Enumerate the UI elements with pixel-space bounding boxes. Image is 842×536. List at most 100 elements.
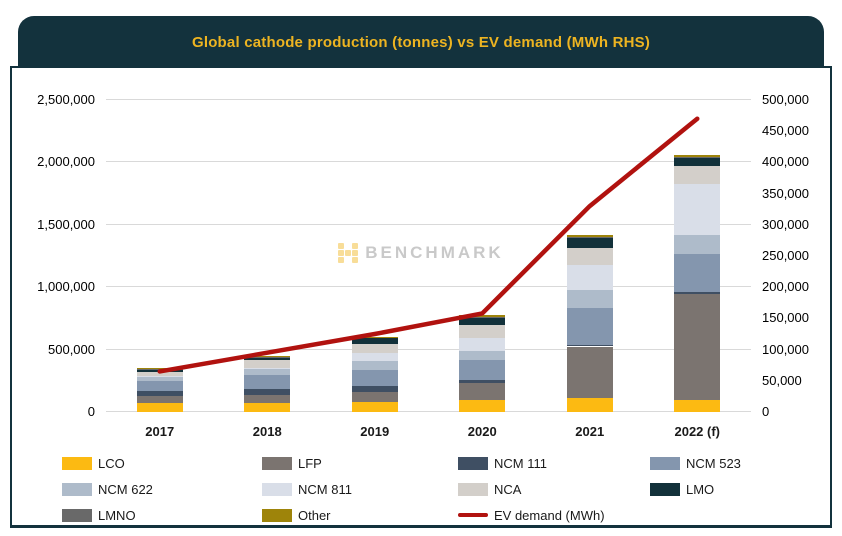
bar-segment-ncm-811: [674, 183, 721, 236]
bar-segment-ncm-523: [351, 369, 398, 386]
right-axis-tick-label: 0: [762, 404, 770, 419]
left-axis-tick-label: 500,000: [48, 341, 95, 357]
bar-segment-ncm-523: [566, 308, 613, 345]
bar-segment-lfp: [674, 294, 721, 401]
chart-title: Global cathode production (tonnes) vs EV…: [191, 33, 651, 51]
bar-segment-lmno: [459, 316, 506, 318]
bar-segment-ncm-111: [244, 388, 291, 395]
bar-segment-lfp: [244, 394, 291, 403]
right-axis-tick-label: 400,000: [762, 154, 809, 170]
gridline: [106, 223, 751, 225]
right-axis-tick-label: 250,000: [762, 248, 809, 263]
legend-line-swatch-icon: [458, 513, 488, 517]
x-axis-label: 2020: [467, 424, 497, 439]
bar-segment-ncm-622: [566, 290, 613, 309]
bar-segment-lmno: [674, 156, 721, 158]
left-axis-tick-label: 2,500,000: [37, 92, 95, 107]
legend-item-ncm-811: NCM 811: [262, 481, 352, 497]
gridline: [106, 161, 751, 163]
bar-segment-ncm-111: [351, 385, 398, 393]
x-axis-label: 2017: [145, 424, 175, 439]
left-axis-tick-label: 0: [87, 404, 95, 419]
legend-color-swatch-icon: [650, 482, 680, 496]
right-axis-tick-label: 350,000: [762, 185, 809, 201]
right-axis-tick-label: 450,000: [762, 123, 809, 139]
bar-segment-ncm-523: [244, 375, 291, 389]
bar-segment-nca: [244, 360, 291, 368]
bar-segment-ncm-811: [566, 265, 613, 291]
bar-segment-ncm-811: [244, 367, 291, 369]
bar-segment-ncm-523: [674, 253, 721, 292]
right-axis-tick-label: 300,000: [762, 216, 809, 232]
legend-item-lfp: LFP: [262, 455, 322, 471]
bar-segment-ncm-622: [674, 235, 721, 254]
bar-segment-ncm-523: [459, 359, 506, 380]
bar-segment-lfp: [566, 346, 613, 399]
right-axis-tick-label: 500,000: [762, 92, 809, 107]
legend-color-swatch-icon: [62, 456, 92, 470]
legend: LCO LFP NCM 111 NCM 523 NCM 622 NCM 811 NCA LMO…: [30, 448, 820, 528]
legend-label: Other: [298, 507, 331, 523]
bar-segment-ncm-811: [459, 338, 506, 351]
bar-segment-nca: [566, 247, 613, 266]
legend-color-swatch-icon: [458, 456, 488, 470]
bar-segment-lmno: [566, 236, 613, 238]
bar-segment-nca: [459, 325, 506, 339]
bar-segment-ncm-622: [136, 376, 183, 382]
bar-segment-other: [566, 235, 613, 237]
bar-segment-ncm-811: [351, 353, 398, 361]
legend-color-swatch-icon: [458, 482, 488, 496]
legend-label: NCA: [494, 481, 522, 497]
bar-segment-lco: [351, 402, 398, 412]
bar-segment-nca: [351, 344, 398, 354]
legend-item-ncm-523: NCM 523: [650, 455, 741, 471]
legend-label: LCO: [98, 455, 125, 471]
bar-segment-ncm-111: [566, 344, 613, 347]
legend-label: LMNO: [98, 507, 136, 523]
plot-area: 2017 2018 2019 2020 2021 2022 (f): [106, 99, 751, 439]
bar-segment-lco: [459, 399, 506, 412]
legend-label: NCM 622: [98, 481, 153, 497]
left-axis-tick-label: 1,000,000: [37, 279, 95, 295]
bar-segment-other: [459, 315, 506, 317]
chart-title-bar: Global cathode production (tonnes) vs EV…: [18, 16, 824, 68]
left-axis: 0 500,000 1,000,000 1,500,000 2,000,000 2,500…: [14, 92, 95, 419]
right-axis-tick-label: 50,000: [762, 372, 802, 388]
bar-segment-ncm-622: [244, 368, 291, 376]
legend-label: NCM 811: [298, 481, 352, 497]
legend-color-swatch-icon: [650, 456, 680, 470]
legend-label: NCM 523: [686, 455, 741, 471]
bar-segment-ncm-111: [136, 390, 183, 396]
bar-segment-lmo: [459, 317, 506, 326]
legend-color-swatch-icon: [62, 508, 92, 522]
gridline: [106, 348, 751, 350]
bar-segment-lfp: [459, 383, 506, 400]
right-axis-tick-label: 200,000: [762, 279, 809, 295]
legend-label: LMO: [686, 481, 715, 497]
bar-segment-ncm-811: [136, 375, 183, 377]
legend-label: NCM 111: [494, 455, 547, 471]
bar-segment-lco: [244, 402, 291, 412]
bar-segment-ncm-622: [351, 360, 398, 370]
bar-segment-ncm-111: [459, 379, 506, 384]
legend-item-lco: LCO: [62, 455, 125, 471]
legend-item-lmo: LMO: [650, 481, 714, 497]
legend-item-nca: NCA: [458, 481, 521, 497]
legend-label: LFP: [298, 455, 322, 471]
bar-segment-ncm-622: [459, 350, 506, 360]
bar-segment-ncm-111: [674, 291, 721, 295]
legend-color-swatch-icon: [62, 482, 92, 496]
legend-label: EV demand (MWh): [494, 507, 605, 523]
gridline: [106, 99, 751, 100]
x-axis-label: 2022 (f): [674, 424, 721, 439]
bar-segment-lmo: [244, 357, 291, 361]
bar-segment-other: [351, 336, 398, 338]
x-axis-label: 2021: [575, 424, 605, 439]
left-axis-tick-label: 2,000,000: [37, 154, 95, 170]
right-axis-tick-label: 150,000: [762, 310, 809, 326]
right-axis-tick-label: 100,000: [762, 341, 809, 357]
bar-segment-lco: [674, 400, 721, 412]
bar-segment-lfp: [136, 395, 183, 403]
legend-item-other: Other: [262, 507, 331, 523]
